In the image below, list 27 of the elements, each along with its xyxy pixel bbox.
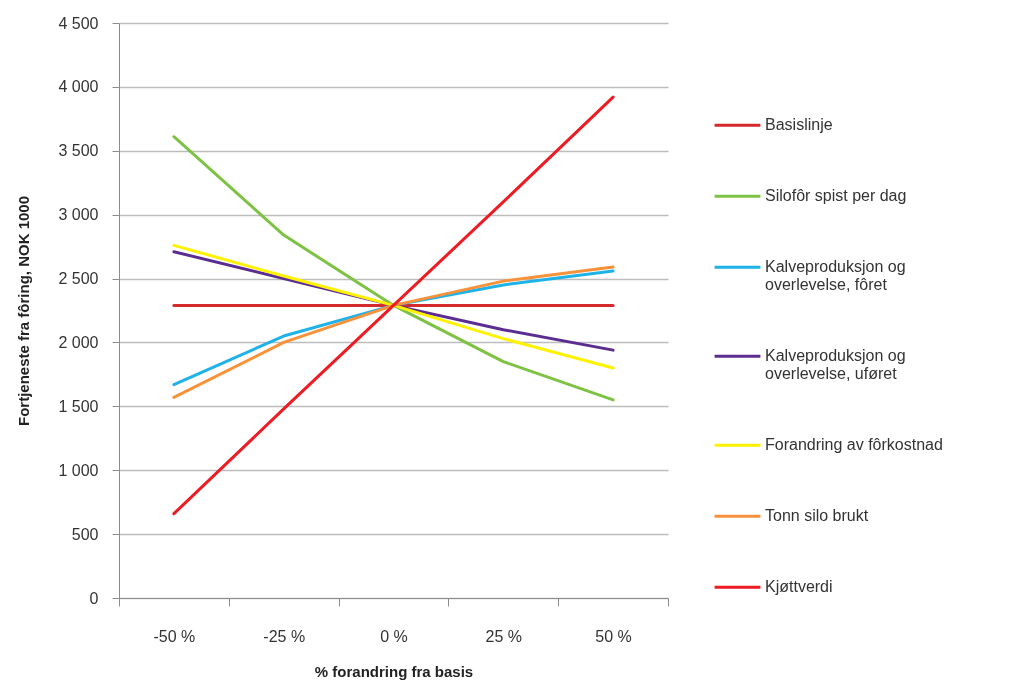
legend-label: Basislinje bbox=[765, 116, 833, 134]
y-tick-label: 4 000 bbox=[58, 78, 99, 96]
legend-label: Forandring av fôrkostnad bbox=[765, 436, 943, 454]
y-tick-label: 1 000 bbox=[58, 461, 99, 479]
x-tick-label: 50 % bbox=[595, 627, 632, 645]
y-tick-label: 2 500 bbox=[58, 270, 99, 288]
y-tick-label: 4 500 bbox=[58, 14, 99, 32]
x-tick-label: 25 % bbox=[485, 627, 523, 645]
legend-label: Kjøttverdi bbox=[765, 578, 833, 596]
y-tick-label: 1 500 bbox=[58, 397, 99, 415]
y-tick-label: 3 500 bbox=[58, 142, 99, 160]
legend-label: Kalveproduksjon og overlevelse, uføret bbox=[765, 347, 906, 383]
y-tick-label: 500 bbox=[71, 525, 99, 543]
y-tick-label: 0 bbox=[89, 589, 99, 607]
legend-label: Silofôr spist per dag bbox=[765, 187, 907, 205]
line-series bbox=[172, 135, 615, 402]
x-tick-label: 0 % bbox=[380, 627, 408, 645]
line-series bbox=[172, 243, 615, 370]
legend-label: Kalveproduksjon og overlevelse, fôret bbox=[765, 258, 906, 294]
y-tick-label: 2 000 bbox=[58, 333, 99, 351]
y-axis-title: Fortjeneste fra fôring, NOK 1000 bbox=[15, 195, 33, 427]
legend-label: Tonn silo brukt bbox=[765, 507, 869, 525]
y-tick-label: 3 000 bbox=[58, 206, 99, 224]
x-tick-label: -50 % bbox=[153, 627, 196, 645]
x-tick-label: -25 % bbox=[263, 627, 306, 645]
line-series bbox=[172, 95, 615, 516]
x-axis-title: % forandring fra basis bbox=[314, 662, 474, 680]
